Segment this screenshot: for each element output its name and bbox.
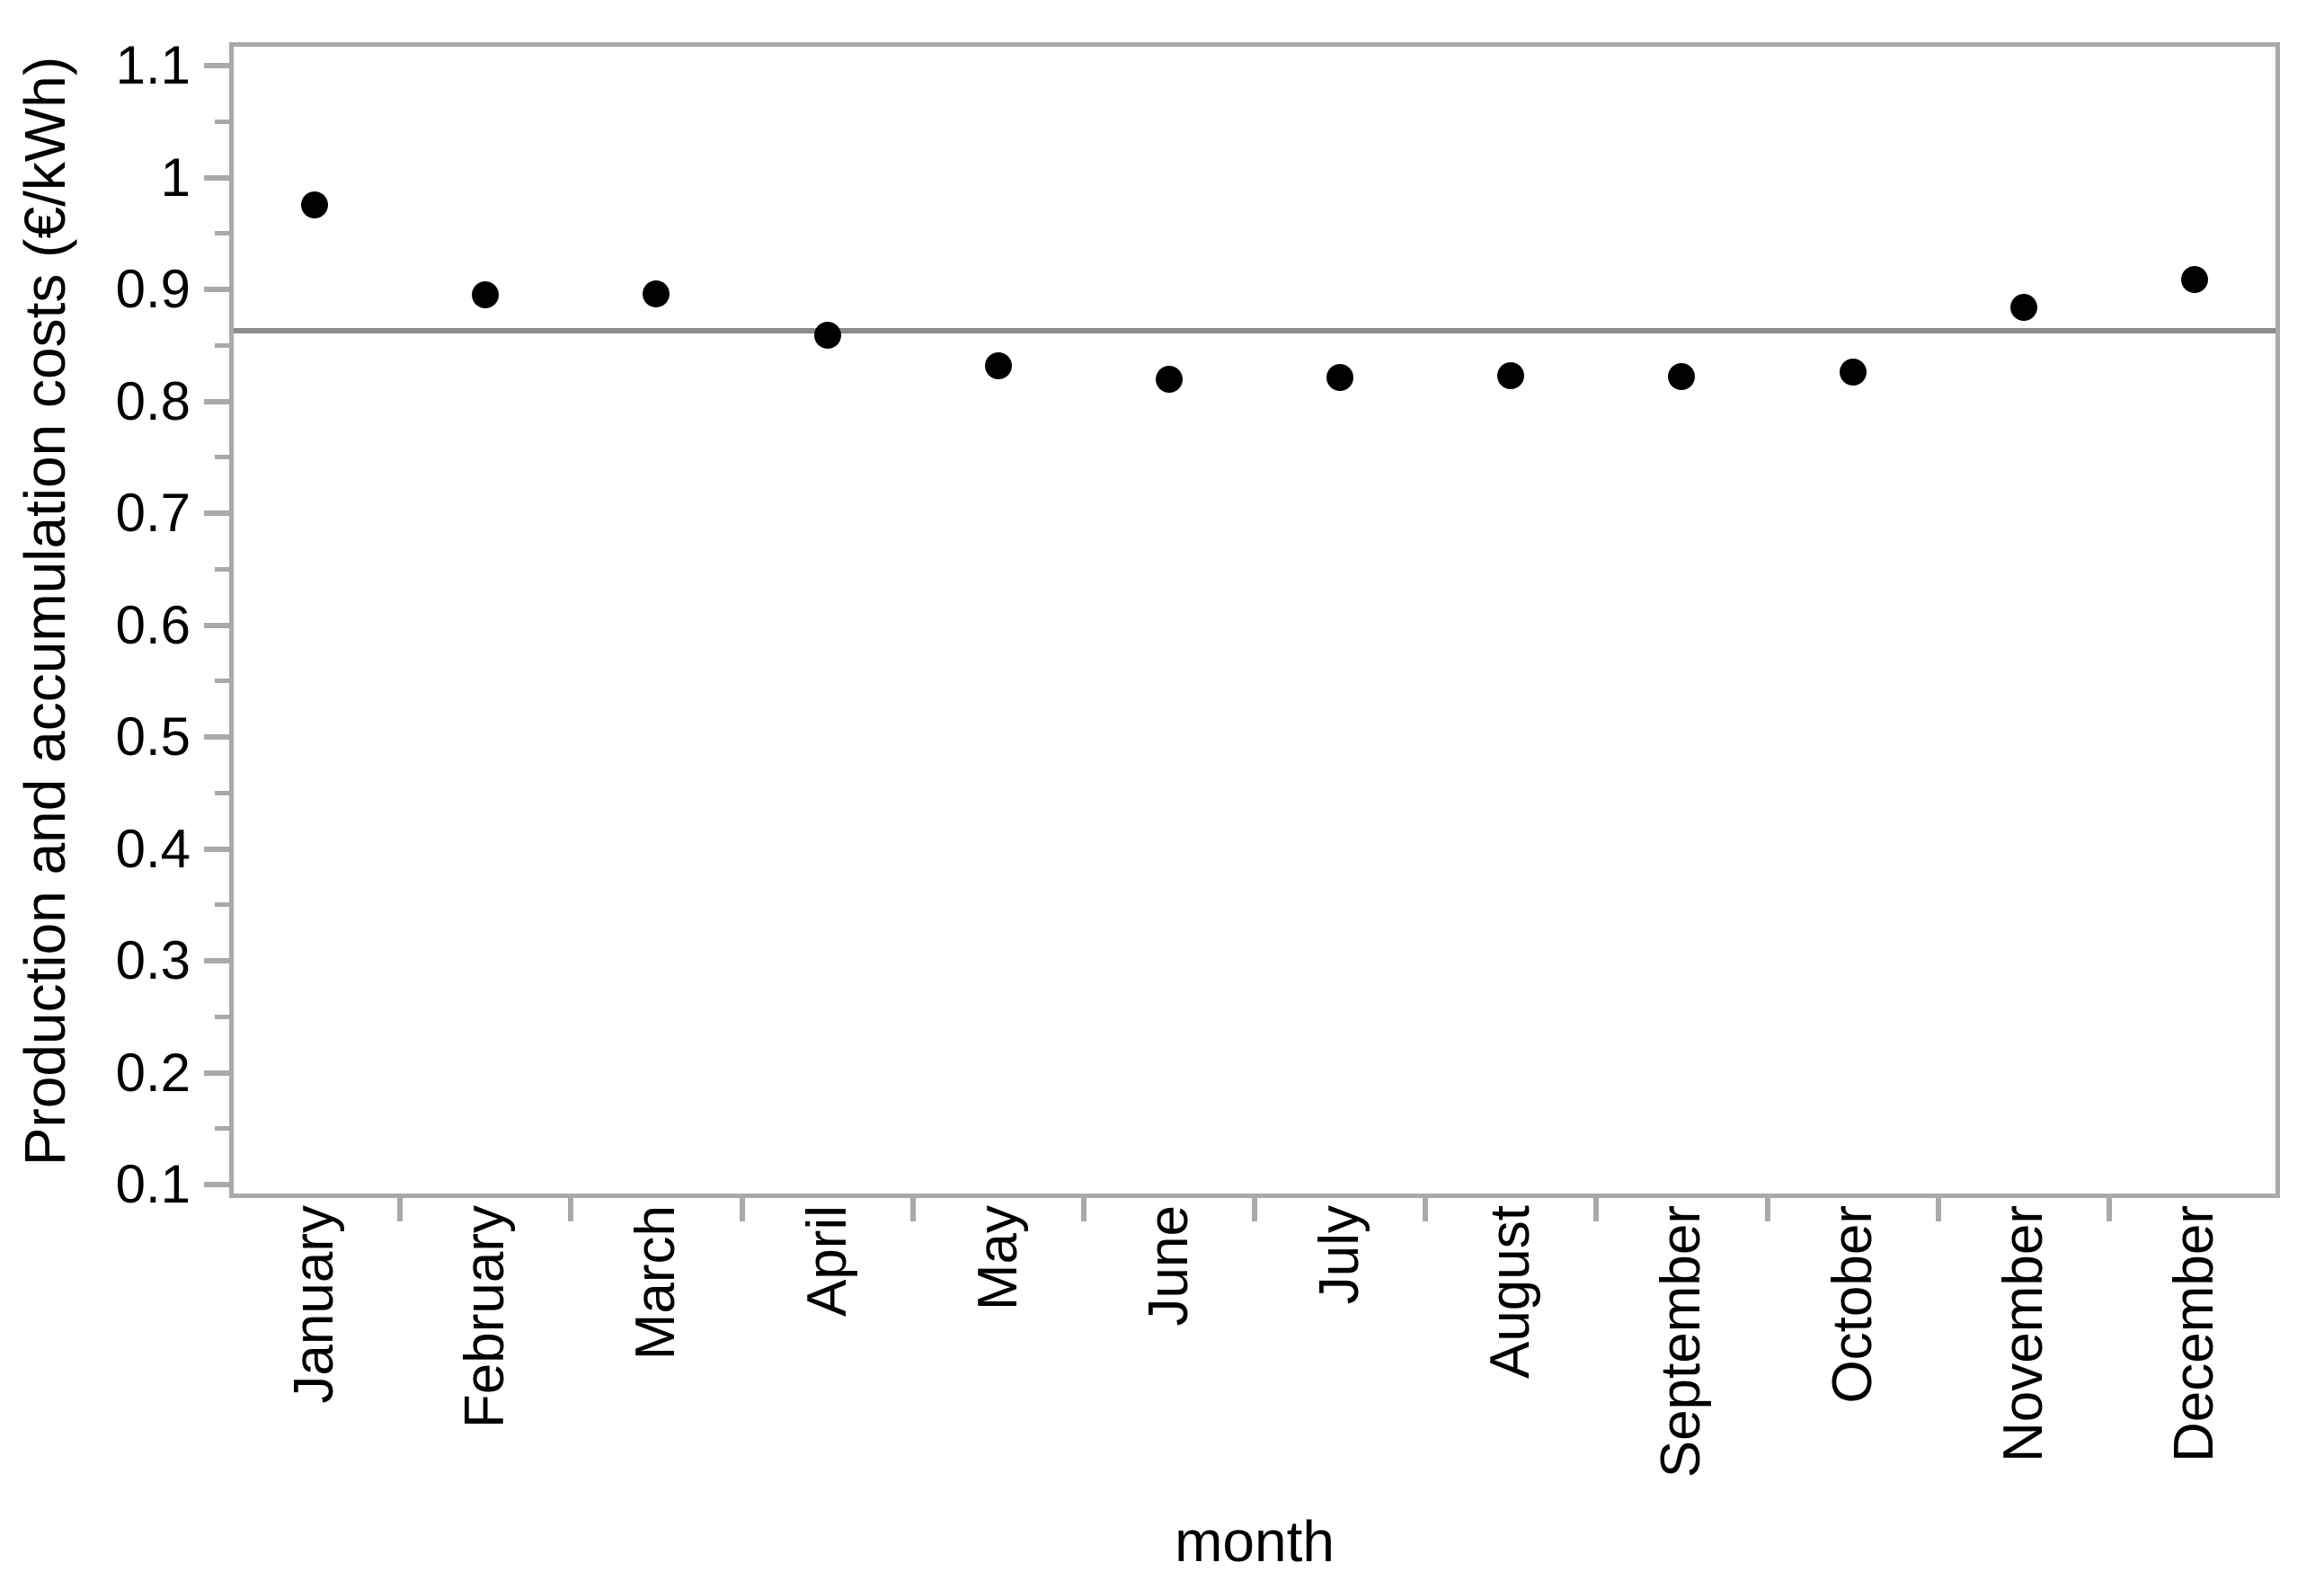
data-point-october xyxy=(1839,359,1867,386)
y-major-tick xyxy=(204,398,229,404)
x-boundary-tick xyxy=(1423,1198,1429,1221)
x-boundary-tick xyxy=(568,1198,574,1221)
data-point-march xyxy=(643,280,670,308)
x-boundary-tick xyxy=(397,1198,404,1221)
y-major-tick xyxy=(204,174,229,181)
x-boundary-tick xyxy=(1593,1198,1600,1221)
y-minor-tick xyxy=(215,455,229,460)
data-point-december xyxy=(2180,265,2208,293)
x-tick-label-october: October xyxy=(1821,1205,1884,1404)
y-tick-label: 0.2 xyxy=(115,1042,191,1103)
data-point-april xyxy=(813,322,841,350)
x-tick-label-may: May xyxy=(966,1205,1029,1311)
y-major-tick xyxy=(204,958,229,964)
x-boundary-tick xyxy=(739,1198,745,1221)
y-major-tick xyxy=(204,846,229,852)
mean-reference-line xyxy=(234,328,2275,334)
y-minor-tick xyxy=(215,231,229,236)
y-tick-label: 0.3 xyxy=(115,930,191,991)
y-minor-tick xyxy=(215,342,229,348)
y-minor-tick xyxy=(215,679,229,684)
data-point-november xyxy=(2009,294,2037,322)
x-tick-label-march: March xyxy=(625,1205,687,1361)
y-tick-label: 0.9 xyxy=(115,259,191,320)
y-major-tick xyxy=(204,1182,229,1188)
x-tick-label-july: July xyxy=(1308,1205,1371,1305)
y-tick-label: 0.5 xyxy=(115,706,191,768)
data-point-july xyxy=(1326,364,1354,392)
y-major-tick xyxy=(204,1070,229,1076)
data-point-august xyxy=(1497,361,1525,389)
x-boundary-tick xyxy=(1080,1198,1087,1221)
y-minor-tick xyxy=(215,566,229,572)
y-minor-tick xyxy=(215,1014,229,1019)
x-tick-label-november: November xyxy=(1991,1205,2054,1462)
y-minor-tick xyxy=(215,119,229,124)
y-major-tick xyxy=(204,63,229,69)
data-point-january xyxy=(301,191,329,218)
y-tick-label: 0.7 xyxy=(115,483,191,544)
y-minor-tick xyxy=(215,1126,229,1132)
y-minor-tick xyxy=(215,790,229,795)
x-boundary-tick xyxy=(909,1198,916,1221)
x-tick-label-june: June xyxy=(1137,1205,1200,1327)
y-major-tick xyxy=(204,622,229,628)
y-major-tick xyxy=(204,510,229,517)
y-tick-label: 0.8 xyxy=(115,370,191,431)
x-axis-title: month xyxy=(1175,1509,1335,1574)
x-boundary-tick xyxy=(1764,1198,1770,1221)
data-point-september xyxy=(1668,363,1696,391)
y-tick-label: 0.1 xyxy=(115,1154,191,1215)
x-tick-label-february: February xyxy=(454,1205,517,1429)
y-minor-tick xyxy=(215,902,229,908)
x-tick-label-august: August xyxy=(1479,1205,1542,1380)
y-major-tick xyxy=(204,287,229,293)
x-tick-label-april: April xyxy=(795,1205,858,1318)
x-tick-label-december: December xyxy=(2162,1205,2225,1462)
y-tick-label: 1.1 xyxy=(115,35,191,96)
x-tick-label-september: September xyxy=(1650,1205,1713,1478)
y-tick-label: 1 xyxy=(160,146,191,208)
data-point-june xyxy=(1155,365,1183,393)
data-point-may xyxy=(984,351,1012,379)
x-boundary-tick xyxy=(1935,1198,1941,1221)
x-boundary-tick xyxy=(1252,1198,1257,1221)
y-major-tick xyxy=(204,734,229,741)
y-tick-label: 0.4 xyxy=(115,818,191,879)
y-tick-label: 0.6 xyxy=(115,594,191,655)
x-boundary-tick xyxy=(2106,1198,2112,1221)
plot-area xyxy=(229,42,2280,1198)
x-tick-label-january: January xyxy=(283,1205,346,1404)
data-point-february xyxy=(472,281,500,309)
